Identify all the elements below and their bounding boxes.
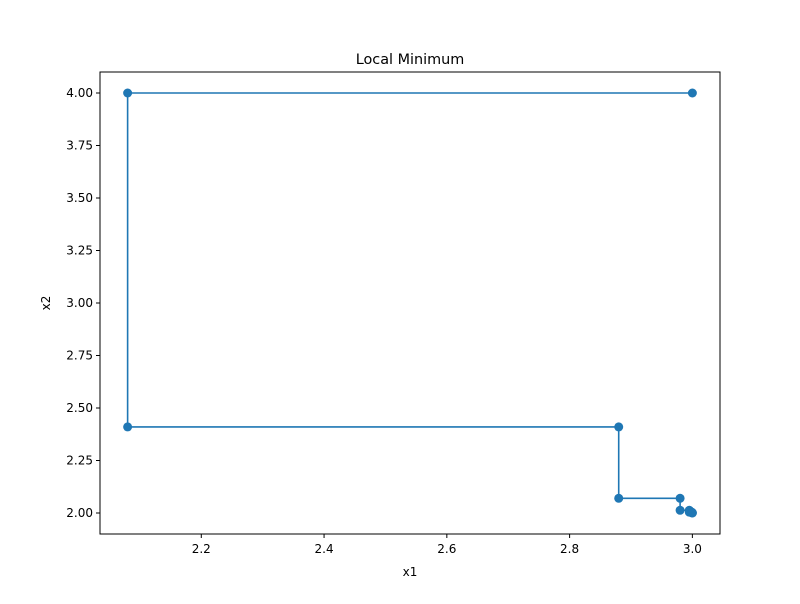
x-tick-label: 2.6 [437,542,456,556]
y-tick-label: 2.50 [66,401,93,415]
data-point [675,493,685,503]
y-tick-label: 3.00 [66,296,93,310]
y-tick-label: 3.50 [66,191,93,205]
y-tick-label: 4.00 [66,86,93,100]
y-tick-label: 2.25 [66,454,93,468]
y-axis-label: x2 [39,296,53,311]
plot-area [123,88,697,518]
x-axis-ticks: 2.2 2.4 2.6 2.8 3.0 [192,534,702,556]
y-tick-label: 3.75 [66,139,93,153]
x-tick-label: 2.2 [192,542,211,556]
data-point [687,508,697,518]
y-tick-label: 2.00 [66,506,93,520]
y-axis-ticks: 2.00 2.25 2.50 2.75 3.00 3.25 3.50 3.75 4.00 [66,86,100,520]
data-point [687,88,697,98]
data-point [614,493,624,503]
data-point [123,422,133,432]
data-point [675,505,685,515]
x-tick-label: 3.0 [683,542,702,556]
y-tick-label: 2.75 [66,349,93,363]
chart-title: Local Minimum [356,52,465,68]
x-axis-label: x1 [403,565,418,579]
y-tick-label: 3.25 [66,244,93,258]
data-point [614,422,624,432]
x-tick-label: 2.8 [560,542,579,556]
data-point [123,88,133,98]
x-tick-label: 2.4 [315,542,334,556]
